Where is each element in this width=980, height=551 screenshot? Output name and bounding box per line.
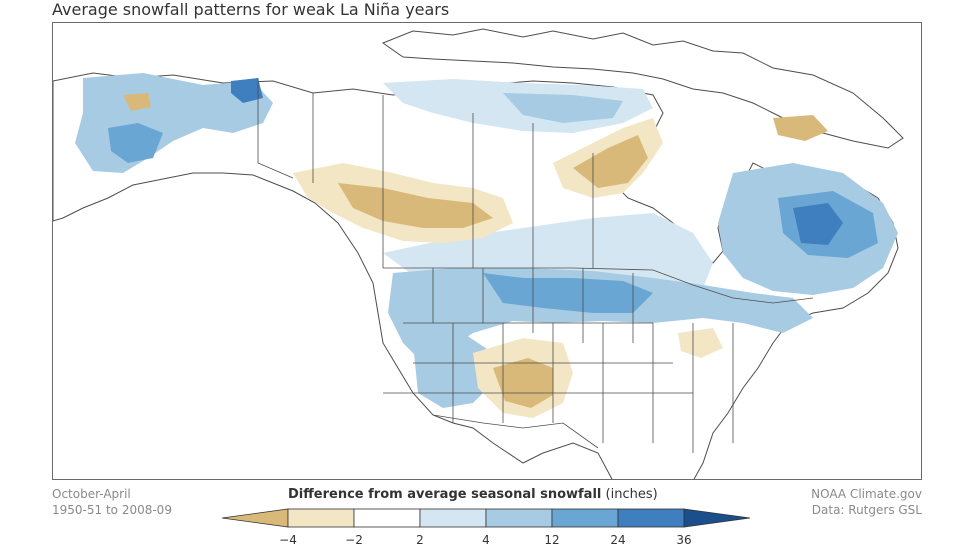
legend-tick: −4 — [279, 533, 297, 547]
mexico-border — [432, 414, 599, 449]
province-lines — [312, 93, 594, 268]
legend-swatch-12-24 — [551, 508, 619, 528]
state-lines — [383, 268, 734, 453]
bc-tan-dark — [338, 183, 493, 228]
legend-title-units: (inches) — [605, 487, 658, 502]
legend-tick: 24 — [610, 533, 626, 547]
legend-tick: 36 — [676, 533, 692, 547]
legend-swatch-2-4 — [419, 508, 487, 528]
blue-regions — [75, 73, 898, 408]
political-borders — [257, 78, 814, 453]
canada-north-med — [503, 93, 623, 123]
period-months: October-April — [52, 487, 131, 501]
legend-swatch-m2-2 — [353, 508, 421, 528]
legend-tick: −2 — [345, 533, 363, 547]
legend-swatch-above-36 — [683, 508, 751, 528]
alaska-border — [257, 78, 294, 179]
legend-swatch-24-36 — [617, 508, 685, 528]
arctic-islands — [381, 28, 904, 149]
legend-tick: 2 — [416, 533, 424, 547]
legend-swatch-below-4 — [221, 508, 289, 528]
baffin-tan — [773, 115, 828, 141]
snowfall-map — [52, 22, 922, 480]
canada-us-border — [383, 267, 814, 304]
legend-tick: 12 — [544, 533, 560, 547]
legend-title: Difference from average seasonal snowfal… — [288, 487, 658, 502]
alaska-tan — [123, 93, 151, 111]
legend-swatch-4-12 — [485, 508, 553, 528]
alaska-north-dark — [231, 78, 263, 103]
southwest-tan-dark — [493, 358, 553, 408]
hudson-tan-dark — [573, 135, 648, 188]
tan-regions — [123, 93, 828, 418]
quebec-deep — [793, 203, 843, 245]
alaska-blue-dark — [108, 123, 163, 163]
map-canvas — [53, 28, 904, 479]
us-north-dark — [483, 273, 653, 313]
legend-swatch-m4-m2 — [287, 508, 355, 528]
legend-tick: 4 — [482, 533, 490, 547]
data-credit: Data: Rutgers GSL — [811, 503, 922, 517]
legend-title-main: Difference from average seasonal snowfal… — [288, 487, 602, 502]
map-title: Average snowfall patterns for weak La Ni… — [52, 0, 450, 19]
source-note: NOAA Climate.gov Data: Rutgers GSL — [811, 486, 922, 518]
us-north-blue — [388, 268, 813, 363]
period-note: October-April 1950-51 to 2008-09 — [52, 486, 172, 518]
source-credit: NOAA Climate.gov — [811, 487, 922, 501]
east-tan — [678, 328, 723, 358]
period-years: 1950-51 to 2008-09 — [52, 503, 172, 517]
